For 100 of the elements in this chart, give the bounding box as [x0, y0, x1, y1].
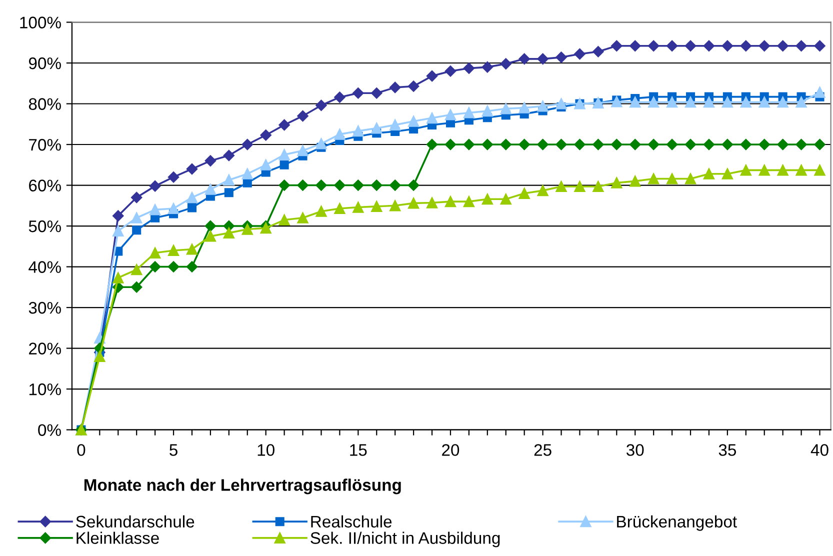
point: [278, 214, 290, 226]
point: [297, 180, 308, 191]
point: [131, 264, 142, 276]
point: [777, 96, 788, 108]
point: [94, 350, 106, 362]
point: [500, 138, 512, 150]
point: [278, 119, 290, 131]
point: [758, 138, 770, 150]
y-tick-label: 20%: [29, 342, 61, 354]
x-tick-label: 20: [442, 444, 460, 456]
point: [186, 244, 198, 255]
point: [703, 168, 715, 180]
point: [150, 247, 161, 258]
point: [500, 58, 512, 70]
point: [777, 138, 788, 150]
point: [204, 184, 216, 195]
point: [168, 261, 180, 272]
point: [371, 88, 382, 99]
point: [722, 168, 733, 180]
point: [278, 180, 290, 191]
point: [482, 106, 493, 117]
y-tick-label: 40%: [28, 261, 61, 273]
point: [112, 272, 124, 284]
point: [426, 112, 438, 124]
point: [574, 48, 586, 60]
point: [112, 225, 124, 236]
legend-label: Realschule: [311, 515, 392, 528]
point: [352, 180, 364, 191]
legend-label: Kleinklasse: [76, 532, 159, 544]
point: [316, 206, 327, 217]
point: [777, 40, 788, 52]
point: [722, 40, 734, 52]
point: [500, 103, 512, 114]
point: [740, 164, 752, 176]
point: [334, 180, 346, 191]
point: [186, 261, 198, 272]
point: [444, 138, 456, 150]
point: [334, 92, 346, 103]
point: [242, 178, 252, 188]
y-tick-label: 100%: [20, 16, 61, 28]
point: [758, 96, 770, 108]
y-tick-label: 50%: [28, 220, 61, 232]
y-tick-label: 0%: [38, 424, 61, 436]
point: [186, 192, 198, 204]
point: [666, 173, 678, 184]
point: [814, 86, 826, 98]
point: [130, 282, 142, 293]
point: [666, 96, 678, 108]
point: [482, 194, 493, 205]
point: [242, 224, 253, 235]
point: [297, 212, 308, 224]
point: [722, 96, 733, 108]
point: [777, 164, 788, 176]
y-tick-label: 90%: [28, 57, 61, 70]
point: [630, 96, 641, 108]
point: [648, 96, 660, 108]
point: [648, 138, 660, 150]
point: [758, 40, 770, 52]
point: [408, 180, 420, 191]
point: [518, 53, 530, 65]
x-tick-label: 0: [77, 444, 86, 456]
point: [426, 70, 438, 82]
legend-label: Sekundarschule: [76, 515, 194, 528]
point: [408, 80, 420, 92]
point: [796, 164, 807, 176]
y-tick-label: 70%: [29, 138, 61, 151]
point: [224, 188, 234, 198]
point: [242, 168, 253, 180]
y-tick-label: 80%: [28, 98, 61, 110]
point: [537, 138, 548, 150]
point: [390, 200, 401, 212]
point: [630, 176, 641, 187]
point: [131, 212, 142, 224]
point: [149, 180, 161, 192]
point: [518, 138, 530, 150]
point: [758, 164, 770, 176]
point: [280, 160, 289, 170]
point: [703, 40, 715, 52]
point: [482, 61, 494, 73]
point: [223, 174, 234, 186]
point: [611, 177, 622, 188]
point: [297, 145, 308, 156]
point: [149, 261, 161, 272]
point: [168, 244, 180, 256]
point: [242, 138, 253, 150]
point: [334, 128, 346, 140]
point: [592, 180, 604, 192]
point: [187, 203, 196, 212]
point: [611, 40, 622, 52]
y-tick-label: 10%: [29, 383, 61, 396]
point: [537, 53, 548, 65]
point: [630, 40, 641, 52]
point: [371, 180, 382, 191]
point: [482, 138, 494, 150]
point: [352, 202, 364, 213]
point: [814, 40, 826, 52]
point: [537, 185, 548, 196]
point: [352, 88, 364, 99]
point: [316, 100, 327, 111]
point: [684, 173, 696, 184]
